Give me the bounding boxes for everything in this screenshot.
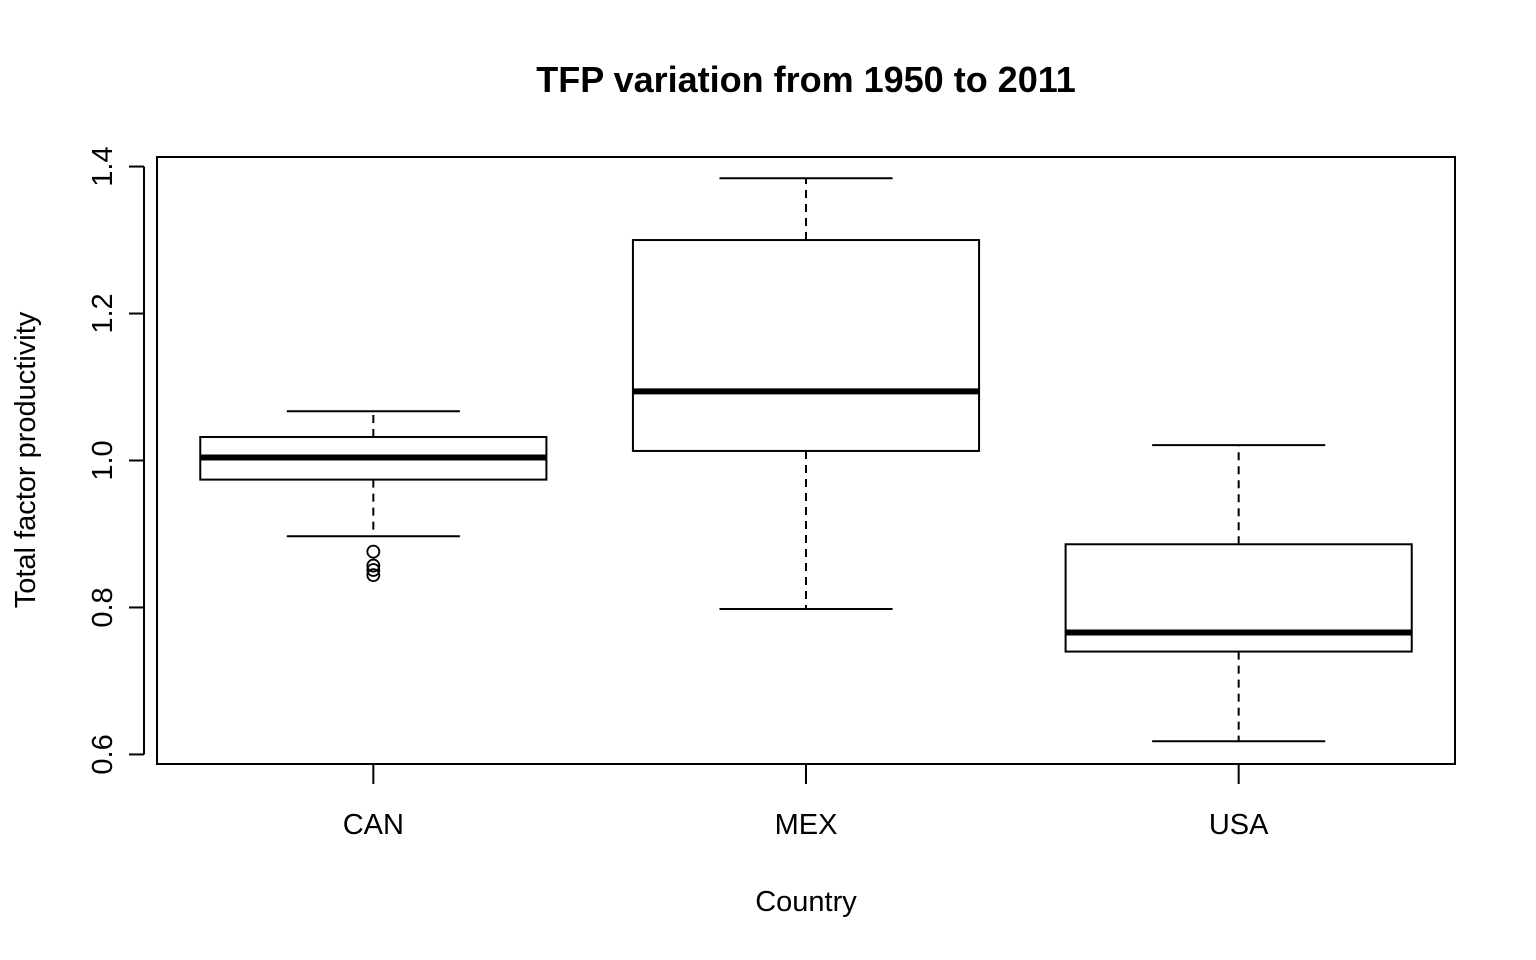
box-group [200, 178, 1411, 741]
y-tick-label: 0.6 [87, 734, 119, 774]
box-iqr [1066, 544, 1412, 651]
x-tick-label: CAN [343, 809, 404, 841]
y-tick-label: 1.4 [87, 146, 119, 186]
y-axis-label: Total factor productivity [10, 311, 42, 608]
x-tick-label: USA [1209, 809, 1269, 841]
x-tick-label: MEX [775, 809, 838, 841]
x-axis: CAN MEX USA [343, 764, 1269, 841]
box-iqr [633, 240, 979, 451]
y-tick-label: 1.2 [87, 293, 119, 333]
box-usa [1066, 445, 1412, 741]
outlier-point [367, 546, 379, 558]
y-tick-label: 0.8 [87, 587, 119, 627]
box-can [200, 411, 546, 581]
x-axis-label: Country [755, 886, 857, 918]
chart-title: TFP variation from 1950 to 2011 [536, 59, 1076, 100]
y-axis: 0.6 0.8 1.0 1.2 1.4 [87, 146, 144, 774]
box-mex [633, 178, 979, 609]
y-tick-label: 1.0 [87, 440, 119, 480]
